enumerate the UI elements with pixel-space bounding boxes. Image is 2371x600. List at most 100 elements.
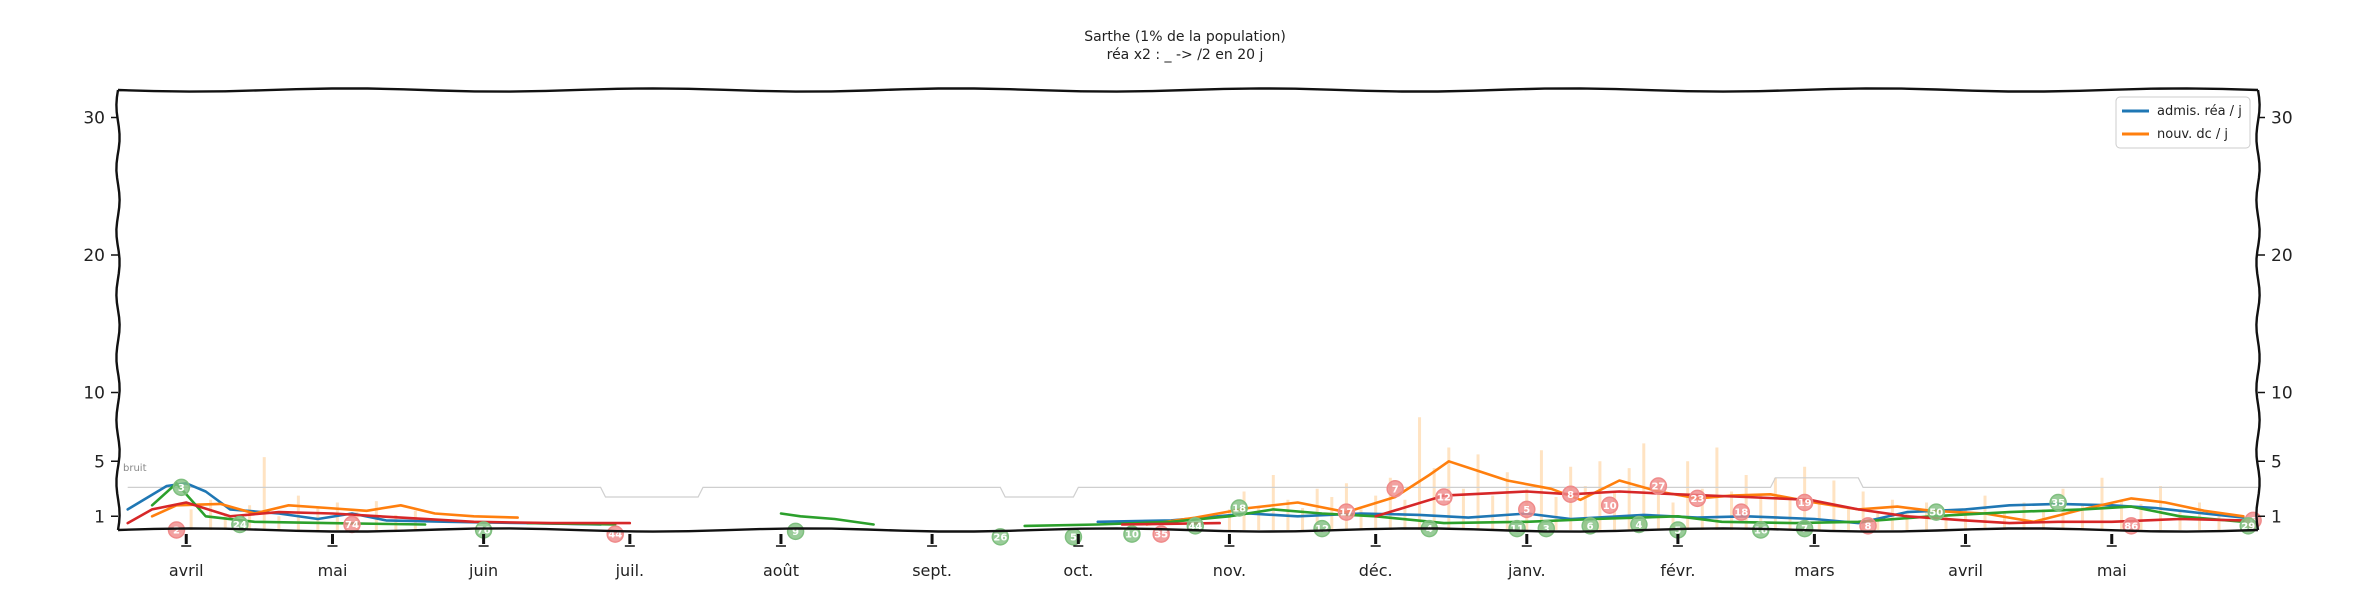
y-axis: 1 1 5 5 10 10 20 20 30 30 [83, 109, 2292, 528]
x-tick-label: janv. [1507, 561, 1546, 580]
x-tick-label: août [763, 561, 799, 580]
daily-bars [189, 417, 2221, 530]
bubble-label: 3 [178, 483, 185, 494]
bar [1301, 508, 1305, 530]
bubble-marker [1688, 489, 1707, 508]
bar [1773, 477, 1777, 530]
bubble-label: 9 [792, 527, 799, 538]
bubble-label: 17 [1339, 508, 1353, 519]
bar [1505, 472, 1509, 530]
bubble-marker [1927, 503, 1946, 521]
bar [1905, 510, 1909, 530]
bubble-label: 16 [1754, 526, 1768, 537]
bar [1656, 480, 1660, 530]
y-tick-label-right: 20 [2271, 246, 2293, 266]
bar [2120, 499, 2124, 530]
y-tick-label-left: 30 [83, 109, 105, 129]
x-tick-label: févr. [1660, 561, 1695, 580]
bubble-label: 26 [993, 532, 1007, 543]
bubble-marker [1518, 500, 1536, 519]
bubble-label: 6 [1587, 521, 1594, 532]
x-tick-label: mai [318, 561, 348, 580]
bubble-marker [167, 521, 186, 539]
bar [1817, 502, 1821, 530]
bar [1257, 506, 1261, 530]
series-lines [126, 460, 2245, 528]
bubble-marker [2049, 493, 2067, 512]
bubble-marker [1859, 517, 1877, 535]
bar [1315, 488, 1319, 530]
bubble-marker [1230, 499, 1248, 517]
y-tick-label-right: 30 [2271, 109, 2293, 129]
bubble-label: 4 [1635, 520, 1642, 531]
noise-label: bruit [123, 463, 147, 474]
bubble-marker [991, 528, 1010, 546]
bar [1744, 475, 1748, 530]
bubble-label: 5 [1070, 532, 1077, 543]
bubble-marker [1561, 485, 1580, 503]
x-tick-label: sept. [912, 561, 952, 580]
bar [2217, 513, 2221, 530]
bar [1598, 461, 1602, 530]
bubble-marker [1630, 515, 1648, 534]
bar [1554, 497, 1558, 530]
bar [1730, 491, 1734, 530]
bar [223, 513, 227, 530]
x-tick-label: déc. [1359, 561, 1393, 580]
bar [1964, 508, 1968, 530]
bubble-label: 5 [1523, 505, 1530, 516]
bar [1539, 450, 1543, 530]
bubble-label: 12 [1437, 493, 1451, 504]
bar [1583, 486, 1587, 530]
bar [1788, 499, 1792, 530]
y-tick-label-right: 5 [2271, 452, 2282, 472]
y-tick-label-left: 5 [94, 452, 105, 472]
chart-title: Sarthe (1% de la population) [1084, 29, 1286, 45]
bar [1847, 508, 1851, 530]
bubble-marker [1732, 503, 1751, 521]
bubble-label: 86 [2124, 521, 2138, 532]
bar [1447, 447, 1451, 530]
y-tick-label-left: 20 [83, 246, 105, 266]
bubble-label: 23 [1690, 494, 1704, 505]
x-tick-label: mai [2097, 561, 2127, 580]
y-tick-label-left: 10 [83, 384, 105, 404]
bubble-label: 18 [1734, 508, 1748, 519]
bubble-label: 76 [477, 526, 491, 537]
bubble-marker [1581, 517, 1599, 535]
bubble-label: 27 [1651, 482, 1665, 493]
bar [1700, 488, 1704, 530]
bar [2022, 502, 2026, 530]
bubble-marker [1649, 477, 1668, 495]
bar [1461, 488, 1465, 530]
bubble-label: 44 [1188, 521, 1202, 532]
y-tick-label-left: 1 [94, 507, 105, 527]
bar [394, 514, 398, 530]
plot-frame [115, 87, 2261, 533]
legend-box [2115, 96, 2251, 149]
bar [2081, 505, 2085, 530]
bar [2198, 502, 2202, 530]
bar [1491, 495, 1495, 530]
bubble-marker [1600, 496, 1619, 514]
bubble-label: 10 [1125, 530, 1139, 541]
bubble-marker [1795, 519, 1814, 538]
bubble-marker [1123, 525, 1141, 543]
x-tick-label: juil. [615, 561, 645, 580]
x-tick-label: juin [468, 561, 498, 580]
x-tick-label: mars [1794, 561, 1834, 580]
bubble-marker [1313, 519, 1331, 538]
bubble-label: 35 [1154, 530, 1168, 541]
legend-label-admis: admis. réa / j [2157, 104, 2242, 119]
x-tick-label: oct. [1063, 561, 1093, 580]
bar [1418, 417, 1422, 530]
noise-band-line [127, 477, 2258, 498]
bubble-label: 8 [1865, 521, 1872, 532]
x-tick-label: avril [169, 561, 204, 580]
bubble-label: 8 [1567, 490, 1574, 501]
bar [262, 457, 266, 530]
bubble-marker [1435, 488, 1453, 506]
bar [2178, 510, 2182, 530]
bar [1876, 513, 1880, 530]
